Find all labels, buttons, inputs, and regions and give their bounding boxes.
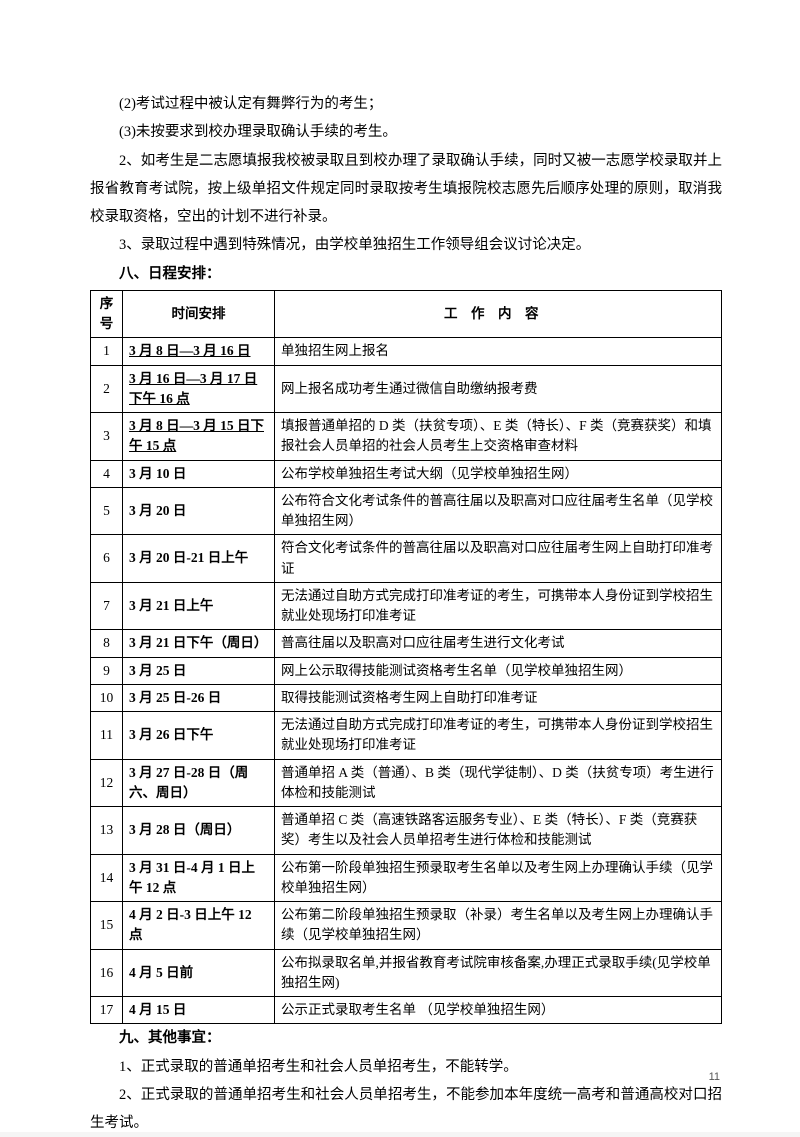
cell-num: 13 bbox=[91, 807, 123, 855]
cell-content: 公布第二阶段单独招生预录取（补录）考生名单以及考生网上办理确认手续（见学校单独招… bbox=[275, 902, 722, 950]
cell-time: 3 月 10 日 bbox=[123, 460, 275, 487]
cell-content: 公示正式录取考生名单 （见学校单独招生网） bbox=[275, 997, 722, 1024]
cell-content: 公布第一阶段单独招生预录取考生名单以及考生网上办理确认手续（见学校单独招生网） bbox=[275, 854, 722, 902]
table-row: 113 月 26 日下午无法通过自助方式完成打印准考证的考生，可携带本人身份证到… bbox=[91, 712, 722, 760]
cell-content: 无法通过自助方式完成打印准考证的考生，可携带本人身份证到学校招生就业处现场打印准… bbox=[275, 712, 722, 760]
cell-content: 单独招生网上报名 bbox=[275, 338, 722, 365]
body-text: (2)考试过程中被认定有舞弊行为的考生； bbox=[90, 90, 722, 118]
col-header-content: 工作内容 bbox=[275, 290, 722, 338]
body-text: 3、录取过程中遇到特殊情况，由学校单独招生工作领导组会议讨论决定。 bbox=[90, 231, 722, 259]
col-header-num: 序号 bbox=[91, 290, 123, 338]
cell-content: 公布拟录取名单,并报省教育考试院审核备案,办理正式录取手续(见学校单独招生网) bbox=[275, 949, 722, 997]
table-row: 123 月 27 日-28 日（周六、周日）普通单招 A 类（普通）、B 类（现… bbox=[91, 759, 722, 807]
table-row: 73 月 21 日上午无法通过自助方式完成打印准考证的考生，可携带本人身份证到学… bbox=[91, 582, 722, 630]
cell-num: 8 bbox=[91, 630, 123, 657]
body-text: (3)未按要求到校办理录取确认手续的考生。 bbox=[90, 118, 722, 146]
cell-content: 普通单招 C 类（高速铁路客运服务专业）、E 类（特长）、F 类（竞赛获奖）考生… bbox=[275, 807, 722, 855]
cell-time: 3 月 16 日—3 月 17 日下午 16 点 bbox=[123, 365, 275, 413]
cell-num: 16 bbox=[91, 949, 123, 997]
cell-num: 3 bbox=[91, 413, 123, 461]
cell-time: 3 月 8 日—3 月 16 日 bbox=[123, 338, 275, 365]
cell-time: 4 月 5 日前 bbox=[123, 949, 275, 997]
section-heading-9: 九、其他事宜： bbox=[90, 1024, 722, 1052]
table-row: 174 月 15 日公示正式录取考生名单 （见学校单独招生网） bbox=[91, 997, 722, 1024]
cell-content: 普通单招 A 类（普通）、B 类（现代学徒制）、D 类（扶贫专项）考生进行体检和… bbox=[275, 759, 722, 807]
cell-content: 公布符合文化考试条件的普高往届以及职高对口应往届考生名单（见学校单独招生网） bbox=[275, 487, 722, 535]
cell-time: 4 月 15 日 bbox=[123, 997, 275, 1024]
cell-time: 3 月 21 日下午（周日） bbox=[123, 630, 275, 657]
cell-time: 3 月 31 日-4 月 1 日上午 12 点 bbox=[123, 854, 275, 902]
cell-content: 无法通过自助方式完成打印准考证的考生，可携带本人身份证到学校招生就业处现场打印准… bbox=[275, 582, 722, 630]
cell-time: 3 月 26 日下午 bbox=[123, 712, 275, 760]
table-row: 93 月 25 日网上公示取得技能测试资格考生名单（见学校单独招生网） bbox=[91, 657, 722, 684]
table-row: 33 月 8 日—3 月 15 日下午 15 点填报普通单招的 D 类（扶贫专项… bbox=[91, 413, 722, 461]
table-row: 13 月 8 日—3 月 16 日单独招生网上报名 bbox=[91, 338, 722, 365]
table-row: 53 月 20 日公布符合文化考试条件的普高往届以及职高对口应往届考生名单（见学… bbox=[91, 487, 722, 535]
table-row: 133 月 28 日（周日）普通单招 C 类（高速铁路客运服务专业）、E 类（特… bbox=[91, 807, 722, 855]
page-number: 11 bbox=[709, 1067, 720, 1088]
cell-num: 12 bbox=[91, 759, 123, 807]
cell-num: 2 bbox=[91, 365, 123, 413]
cell-num: 5 bbox=[91, 487, 123, 535]
schedule-table: 序号 时间安排 工作内容 13 月 8 日—3 月 16 日单独招生网上报名23… bbox=[90, 290, 722, 1025]
cell-time: 3 月 28 日（周日） bbox=[123, 807, 275, 855]
cell-num: 10 bbox=[91, 684, 123, 711]
cell-time: 3 月 20 日-21 日上午 bbox=[123, 535, 275, 583]
body-text: 1、正式录取的普通单招考生和社会人员单招考生，不能转学。 bbox=[90, 1053, 722, 1081]
cell-num: 17 bbox=[91, 997, 123, 1024]
cell-num: 7 bbox=[91, 582, 123, 630]
body-text: 2、正式录取的普通单招考生和社会人员单招考生，不能参加本年度统一高考和普通高校对… bbox=[90, 1081, 722, 1137]
cell-content: 网上报名成功考生通过微信自助缴纳报考费 bbox=[275, 365, 722, 413]
table-row: 43 月 10 日公布学校单独招生考试大纲（见学校单独招生网） bbox=[91, 460, 722, 487]
table-row: 23 月 16 日—3 月 17 日下午 16 点网上报名成功考生通过微信自助缴… bbox=[91, 365, 722, 413]
col-header-time: 时间安排 bbox=[123, 290, 275, 338]
cell-time: 3 月 25 日 bbox=[123, 657, 275, 684]
cell-content: 取得技能测试资格考生网上自助打印准考证 bbox=[275, 684, 722, 711]
table-row: 164 月 5 日前公布拟录取名单,并报省教育考试院审核备案,办理正式录取手续(… bbox=[91, 949, 722, 997]
cell-num: 14 bbox=[91, 854, 123, 902]
table-header-row: 序号 时间安排 工作内容 bbox=[91, 290, 722, 338]
cell-content: 符合文化考试条件的普高往届以及职高对口应往届考生网上自助打印准考证 bbox=[275, 535, 722, 583]
cell-time: 3 月 27 日-28 日（周六、周日） bbox=[123, 759, 275, 807]
cell-time: 3 月 20 日 bbox=[123, 487, 275, 535]
cell-content: 填报普通单招的 D 类（扶贫专项）、E 类（特长）、F 类（竞赛获奖）和填报社会… bbox=[275, 413, 722, 461]
cell-time: 3 月 8 日—3 月 15 日下午 15 点 bbox=[123, 413, 275, 461]
table-row: 103 月 25 日-26 日取得技能测试资格考生网上自助打印准考证 bbox=[91, 684, 722, 711]
cell-num: 9 bbox=[91, 657, 123, 684]
cell-content: 公布学校单独招生考试大纲（见学校单独招生网） bbox=[275, 460, 722, 487]
cell-num: 15 bbox=[91, 902, 123, 950]
table-row: 63 月 20 日-21 日上午符合文化考试条件的普高往届以及职高对口应往届考生… bbox=[91, 535, 722, 583]
cell-time: 3 月 21 日上午 bbox=[123, 582, 275, 630]
cell-num: 4 bbox=[91, 460, 123, 487]
cell-num: 6 bbox=[91, 535, 123, 583]
cell-content: 普高往届以及职高对口应往届考生进行文化考试 bbox=[275, 630, 722, 657]
cell-num: 11 bbox=[91, 712, 123, 760]
cell-time: 3 月 25 日-26 日 bbox=[123, 684, 275, 711]
section-heading-8: 八、日程安排： bbox=[90, 260, 722, 288]
table-row: 154 月 2 日-3 日上午 12 点公布第二阶段单独招生预录取（补录）考生名… bbox=[91, 902, 722, 950]
cell-time: 4 月 2 日-3 日上午 12 点 bbox=[123, 902, 275, 950]
document-page: (2)考试过程中被认定有舞弊行为的考生； (3)未按要求到校办理录取确认手续的考… bbox=[0, 0, 800, 1132]
table-row: 83 月 21 日下午（周日）普高往届以及职高对口应往届考生进行文化考试 bbox=[91, 630, 722, 657]
table-row: 143 月 31 日-4 月 1 日上午 12 点公布第一阶段单独招生预录取考生… bbox=[91, 854, 722, 902]
cell-content: 网上公示取得技能测试资格考生名单（见学校单独招生网） bbox=[275, 657, 722, 684]
cell-num: 1 bbox=[91, 338, 123, 365]
body-text: 2、如考生是二志愿填报我校被录取且到校办理了录取确认手续，同时又被一志愿学校录取… bbox=[90, 147, 722, 232]
